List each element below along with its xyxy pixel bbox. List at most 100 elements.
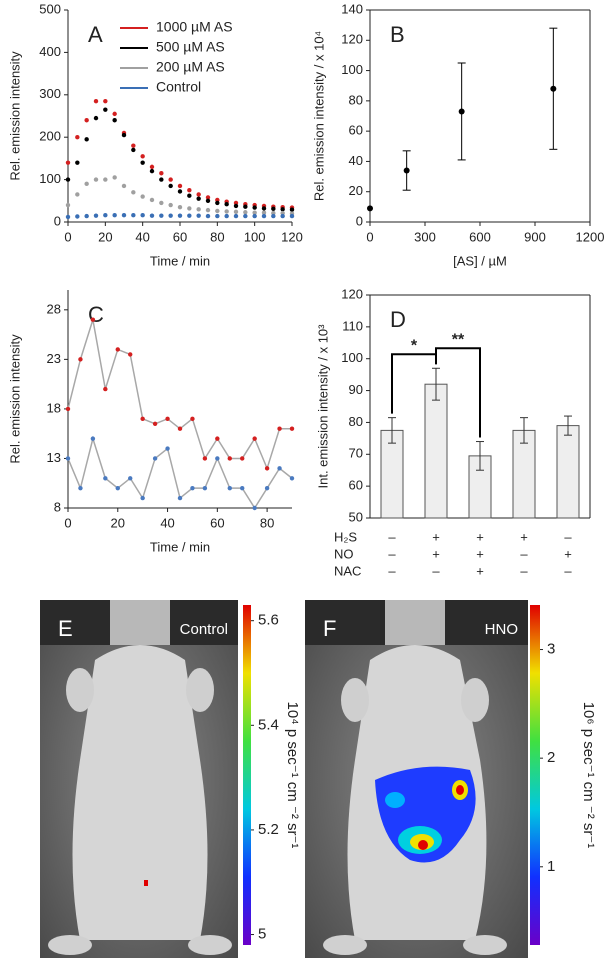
data-point: [196, 192, 201, 197]
data-point: [240, 456, 245, 461]
data-point: [128, 352, 133, 357]
panel-label: E: [58, 616, 73, 641]
data-point: [152, 421, 158, 426]
data-point: [261, 206, 267, 211]
data-point: [75, 192, 80, 197]
data-point: [90, 317, 96, 322]
data-point: [271, 213, 276, 219]
data-point: [159, 171, 164, 176]
colorbar-tick-label: 5.2: [258, 821, 279, 838]
data-point: [277, 466, 282, 471]
data-point: [403, 167, 410, 174]
data-point: [224, 209, 229, 214]
data-point: [159, 177, 164, 182]
data-point: [202, 485, 208, 491]
data-point: [264, 485, 270, 491]
colorbar-unit: 10⁴ p sec⁻¹ cm ⁻² sr⁻¹: [284, 702, 301, 849]
data-point: [121, 183, 127, 189]
data-point: [215, 436, 220, 441]
data-point: [140, 194, 145, 199]
data-point: [277, 426, 282, 431]
data-point: [367, 205, 373, 212]
condition-cell: –: [388, 546, 396, 561]
data-point: [115, 347, 120, 352]
data-point: [187, 206, 192, 211]
data-point: [112, 175, 117, 180]
data-point: [93, 115, 99, 121]
data-point: [93, 177, 99, 182]
data-point: [75, 135, 80, 140]
colorbar-tick-label: 1: [547, 858, 555, 875]
data-point: [159, 213, 164, 218]
data-point: [205, 207, 211, 213]
data-point: [233, 213, 239, 219]
bar: [556, 425, 580, 519]
data-point: [159, 200, 164, 206]
data-point: [205, 198, 211, 203]
bar: [424, 383, 448, 519]
y-tick-label: 20: [349, 183, 363, 198]
data-point: [84, 213, 89, 219]
data-point: [112, 118, 117, 123]
y-tick-label: 80: [349, 414, 363, 429]
data-point: [252, 210, 257, 215]
data-point: [165, 416, 170, 422]
data-point: [103, 213, 108, 218]
x-tick-label: 80: [260, 515, 274, 530]
x-tick-label: 300: [414, 229, 436, 244]
panel-label: F: [323, 616, 336, 641]
data-point: [140, 154, 145, 159]
series-line: [67, 319, 292, 471]
y-tick-label: 120: [341, 286, 363, 301]
y-tick-label: 40: [349, 153, 363, 168]
data-point: [280, 213, 285, 219]
data-point: [65, 456, 71, 461]
data-point: [65, 160, 71, 165]
y-tick-label: 8: [54, 499, 61, 514]
data-point: [65, 177, 71, 182]
condition-cell: +: [476, 546, 484, 561]
data-point: [152, 456, 158, 461]
data-point: [264, 466, 270, 471]
condition-cell: –: [520, 563, 528, 578]
data-point: [196, 213, 201, 218]
data-point: [112, 111, 117, 117]
x-tick-label: 60: [173, 229, 187, 244]
data-point: [550, 85, 557, 92]
image-tag: Control: [180, 621, 228, 638]
data-point: [90, 436, 96, 441]
condition-row-label: H₂S: [334, 529, 357, 544]
data-point: [215, 456, 220, 461]
significance-bracket: [435, 347, 481, 438]
y-tick-label: 100: [39, 171, 61, 186]
data-point: [205, 195, 211, 200]
data-point: [177, 183, 183, 189]
data-point: [215, 200, 220, 206]
data-point: [168, 202, 173, 208]
y-tick-label: 23: [47, 351, 61, 366]
x-tick-label: 80: [210, 229, 224, 244]
y-tick-label: 60: [349, 123, 363, 138]
colorbar-unit: 10⁶ p sec⁻¹ cm ⁻² sr⁻¹: [580, 702, 597, 849]
condition-row-label: NAC: [334, 563, 361, 578]
data-point: [84, 181, 89, 187]
y-tick-label: 200: [39, 129, 61, 144]
data-point: [280, 207, 285, 212]
image-panel-f: [305, 600, 540, 958]
y-tick-label: 13: [47, 450, 61, 465]
data-point: [289, 213, 295, 219]
significance-label: **: [452, 331, 465, 348]
data-point: [196, 207, 201, 212]
data-point: [65, 406, 71, 412]
y-tick-label: 110: [342, 318, 363, 333]
condition-cell: –: [564, 529, 572, 544]
y-tick-label: 400: [39, 44, 61, 59]
y-tick-label: 70: [349, 446, 363, 461]
data-point: [227, 485, 232, 491]
data-point: [224, 201, 229, 207]
data-point: [149, 164, 155, 170]
y-axis-label: Rel. emission intensity: [7, 51, 22, 181]
y-tick-label: 60: [349, 478, 363, 493]
data-point: [458, 108, 465, 115]
condition-cell: +: [476, 529, 484, 544]
